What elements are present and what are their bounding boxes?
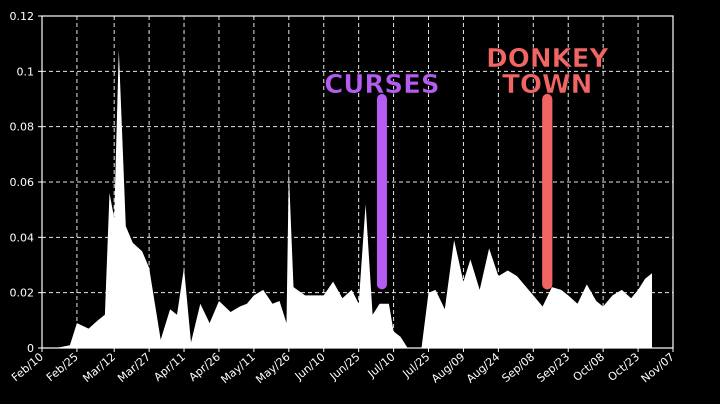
y-tick-label: 0.12 [10,10,35,23]
y-tick-label: 0.02 [10,287,35,300]
annotation-label: TOWN [502,70,592,100]
y-tick-label: 0 [27,342,34,355]
y-tick-label: 0.08 [10,121,35,134]
y-tick-label: 0.04 [10,231,35,244]
y-tick-label: 0.1 [17,65,35,78]
y-tick-label: 0.06 [10,176,35,189]
annotation-label: DONKEY [486,44,609,74]
series-area [42,49,652,348]
annotation-label: CURSES [324,70,439,100]
